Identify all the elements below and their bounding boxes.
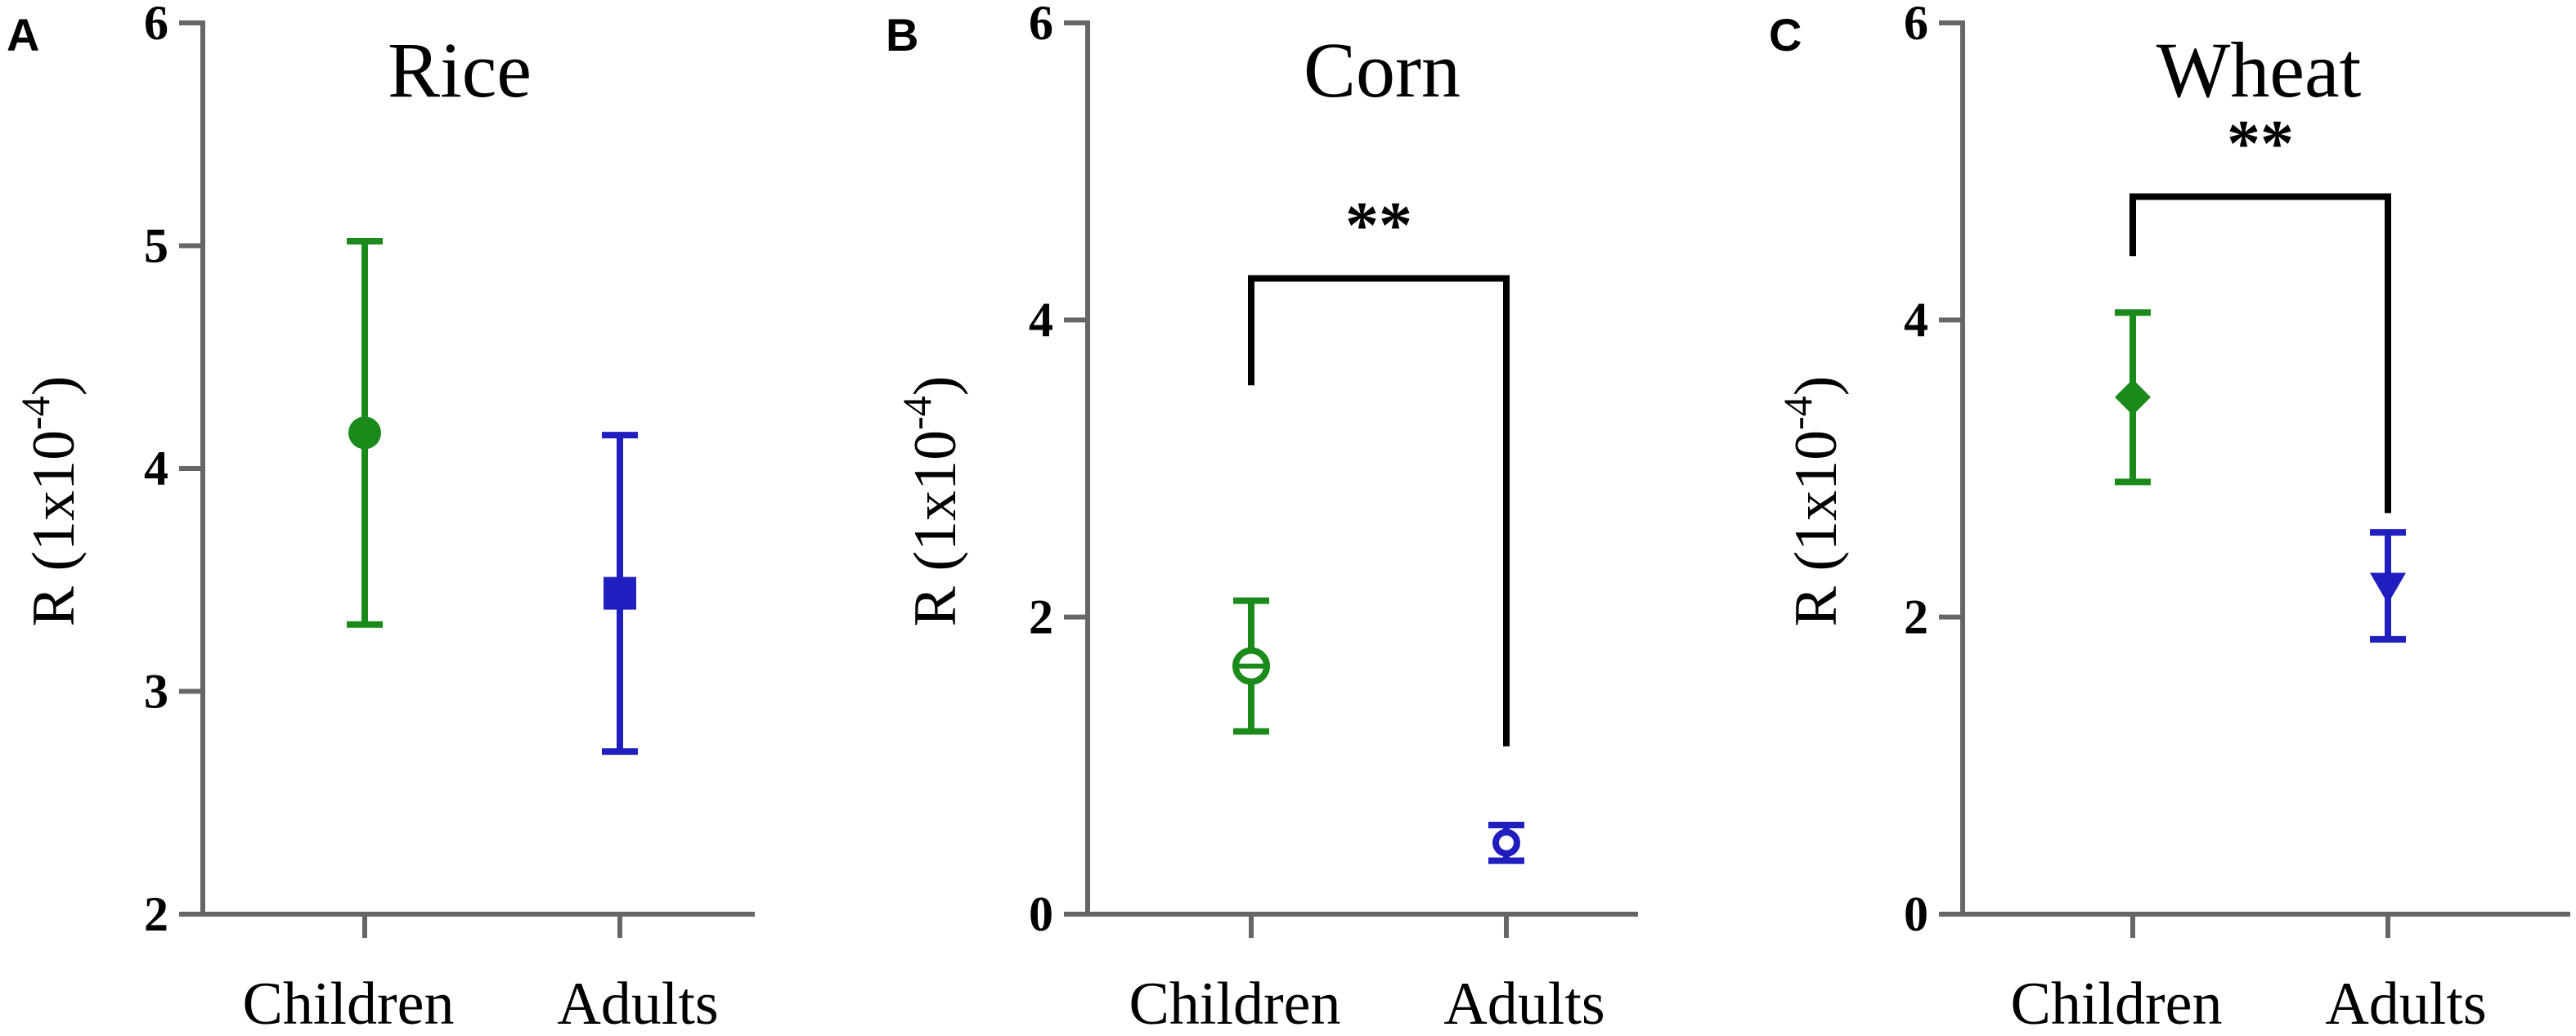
y-tick-label: 2 — [144, 887, 168, 941]
significance-bracket — [2129, 193, 2391, 514]
y-tick-label: 2 — [1029, 590, 1053, 644]
chart-panel-c: C Wheat 0 2 4 6 Children Adults R (1x10-4) ** — [1769, 0, 2570, 1036]
data-point-children — [2115, 309, 2151, 486]
data-point-children — [347, 238, 383, 628]
y-axis-label: R (1x10-4) — [1775, 376, 1850, 627]
chart-panel-b: B Corn 0 2 4 6 Children Adults R (1x10-4) ** — [886, 0, 1638, 1036]
y-axis-label: R (1x10-4) — [12, 376, 88, 627]
y-tick-label: 2 — [1904, 590, 1928, 644]
y-tick-label: 5 — [144, 219, 168, 273]
data-marker — [2115, 379, 2151, 415]
significance-bracket — [1248, 275, 1510, 747]
data-point-adults — [2370, 529, 2406, 643]
y-axis-label-exponent: -4 — [894, 396, 940, 430]
y-tick-label: 0 — [1904, 887, 1928, 941]
x-tick-label: Adults — [1443, 971, 1604, 1036]
y-tick-label: 6 — [1904, 0, 1928, 50]
panel-letter: C — [1769, 9, 1802, 61]
y-tick-label: 0 — [1029, 887, 1053, 941]
chart-title: Corn — [1304, 26, 1461, 114]
y-tick-label: 4 — [144, 442, 168, 496]
x-tick-label: Children — [2011, 971, 2223, 1036]
y-tick-label: 6 — [144, 0, 168, 50]
y-axis-label-exponent: -4 — [1775, 396, 1820, 430]
chart-panel-a: A Rice 2 3 4 5 6 Children Adults R (1x10-4) — [7, 0, 755, 1036]
data-point-adults — [1488, 822, 1524, 864]
data-point-children — [1232, 597, 1270, 735]
x-tick-label: Adults — [557, 971, 718, 1036]
x-tick-label: Children — [243, 971, 455, 1036]
x-tick-label: Adults — [2325, 971, 2486, 1036]
chart-title: Wheat — [2156, 26, 2362, 114]
panel-letter: A — [7, 9, 39, 61]
y-tick-label: 4 — [1904, 293, 1928, 347]
significance-label: ** — [1345, 187, 1412, 262]
significance-label: ** — [2227, 106, 2294, 181]
y-tick-label: 3 — [144, 665, 168, 719]
y-axis-label-close: ) — [20, 376, 88, 397]
y-axis-label-base: R (1x10 — [902, 430, 969, 627]
y-axis-label-close: ) — [902, 376, 969, 397]
y-tick-label: 6 — [1029, 0, 1053, 50]
data-point-adults — [602, 432, 638, 756]
y-tick-label: 4 — [1029, 293, 1053, 347]
data-marker — [1492, 828, 1520, 857]
data-marker — [2370, 572, 2406, 604]
y-axis-label-close: ) — [1783, 376, 1850, 397]
data-marker — [604, 576, 636, 610]
data-marker — [1232, 647, 1270, 685]
y-axis-label: R (1x10-4) — [894, 376, 969, 627]
y-axis-label-base: R (1x10 — [20, 430, 88, 627]
y-axis-label-exponent: -4 — [12, 396, 58, 430]
x-tick-label: Children — [1129, 971, 1341, 1036]
y-axis-label-base: R (1x10 — [1783, 430, 1850, 627]
chart-title: Rice — [388, 26, 532, 114]
panel-letter: B — [886, 9, 918, 61]
data-marker — [348, 416, 381, 450]
